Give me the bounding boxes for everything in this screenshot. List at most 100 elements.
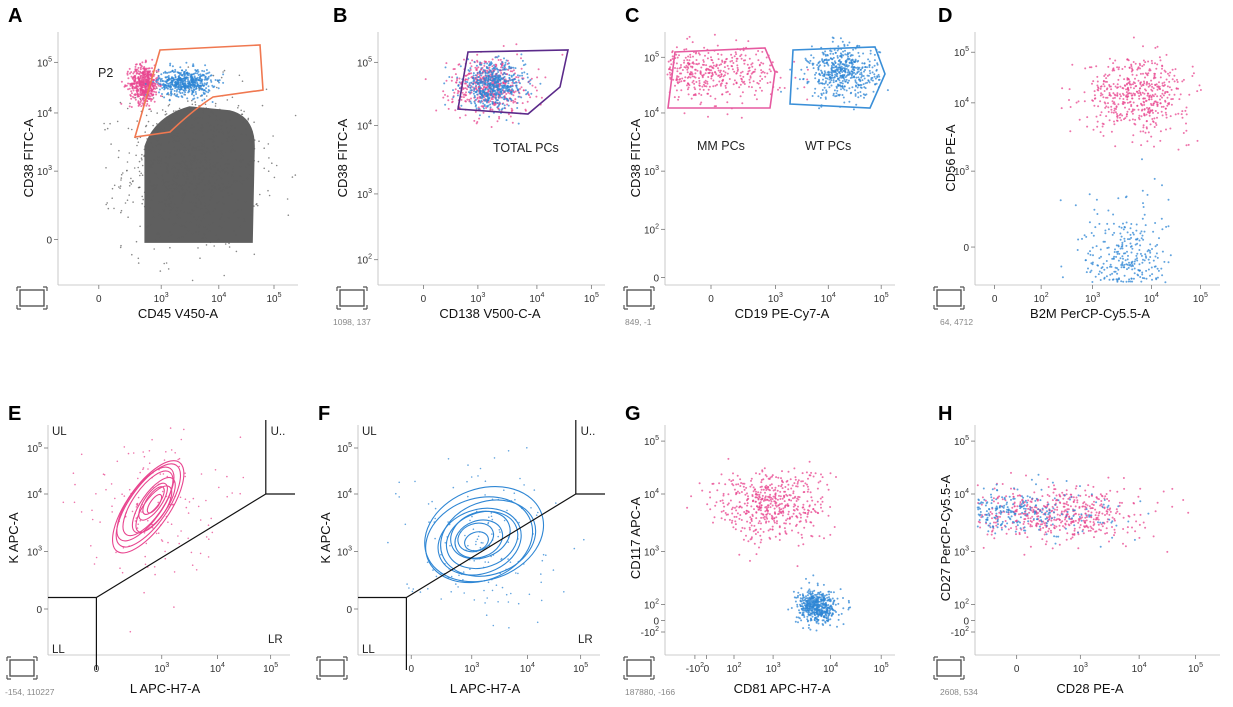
gate-p2[interactable] bbox=[133, 44, 264, 138]
event-dot bbox=[224, 171, 227, 173]
event-dot bbox=[184, 498, 187, 501]
y-tick-label: 0 bbox=[46, 235, 52, 246]
event-dot bbox=[192, 63, 195, 66]
event-dot bbox=[199, 172, 202, 175]
event-dot bbox=[72, 472, 75, 475]
event-dot bbox=[134, 512, 136, 515]
event-dot bbox=[483, 77, 486, 80]
event-dot bbox=[836, 56, 839, 59]
event-dot bbox=[495, 72, 498, 75]
event-dot bbox=[226, 99, 229, 101]
event-dot bbox=[190, 74, 193, 77]
event-dot bbox=[146, 138, 148, 140]
event-dot bbox=[206, 72, 209, 75]
event-dot bbox=[132, 201, 134, 203]
event-dot bbox=[143, 148, 146, 151]
event-dot bbox=[141, 503, 143, 506]
event-dot bbox=[1103, 85, 1106, 88]
event-dot bbox=[521, 72, 524, 74]
event-dot bbox=[521, 59, 524, 62]
event-dot bbox=[227, 186, 229, 189]
event-dot bbox=[494, 81, 497, 84]
plot-frame-icon[interactable] bbox=[6, 656, 38, 680]
event-dot bbox=[695, 81, 698, 83]
event-dot bbox=[211, 176, 214, 178]
event-dot bbox=[202, 207, 205, 210]
event-dot bbox=[144, 87, 147, 90]
event-dot bbox=[1159, 130, 1162, 133]
event-dot bbox=[837, 93, 840, 96]
plot-frame-icon[interactable] bbox=[623, 286, 655, 310]
event-dot bbox=[137, 66, 140, 69]
event-dot bbox=[249, 160, 252, 162]
event-dot bbox=[167, 75, 170, 77]
event-dot bbox=[198, 216, 200, 219]
event-dot bbox=[1168, 80, 1171, 83]
event-dot bbox=[153, 90, 156, 93]
event-dot bbox=[149, 95, 152, 98]
event-dot bbox=[143, 205, 146, 208]
y-tick-label: 102 bbox=[357, 254, 372, 267]
event-dot bbox=[272, 135, 274, 137]
event-dot bbox=[1149, 243, 1152, 246]
event-dot bbox=[497, 96, 500, 99]
event-dot bbox=[681, 69, 684, 71]
event-dot bbox=[834, 51, 837, 54]
x-tick-label: 0 bbox=[96, 294, 102, 305]
event-dot bbox=[1129, 227, 1132, 230]
event-dot bbox=[1138, 249, 1141, 251]
event-dot bbox=[175, 81, 178, 84]
event-dot bbox=[220, 216, 222, 218]
event-dot bbox=[193, 194, 195, 196]
event-dot bbox=[241, 183, 243, 186]
event-dot bbox=[205, 69, 208, 71]
plot-frame-icon[interactable] bbox=[336, 286, 368, 310]
event-dot bbox=[823, 82, 826, 85]
event-dot bbox=[147, 120, 150, 123]
event-dot bbox=[1076, 249, 1079, 251]
event-dot bbox=[135, 63, 138, 66]
plot-frame-icon[interactable] bbox=[16, 286, 48, 310]
event-dot bbox=[1170, 103, 1173, 106]
event-dot bbox=[726, 113, 729, 116]
event-dot bbox=[751, 71, 754, 74]
event-dot bbox=[131, 95, 134, 98]
event-dot bbox=[195, 116, 198, 118]
event-dot bbox=[141, 511, 143, 513]
event-dot bbox=[217, 146, 219, 148]
event-dot bbox=[857, 96, 860, 99]
event-dot bbox=[506, 85, 509, 88]
event-dot bbox=[166, 172, 169, 174]
gate-mm-pcs[interactable] bbox=[667, 47, 776, 109]
event-dot bbox=[1181, 116, 1184, 119]
plot-frame-icon[interactable] bbox=[933, 286, 965, 310]
event-dot bbox=[198, 149, 200, 151]
event-dot bbox=[179, 224, 182, 227]
x-tick-label: 104 bbox=[1144, 292, 1159, 305]
event-dot bbox=[1109, 265, 1111, 268]
event-dot bbox=[856, 86, 859, 89]
event-dot bbox=[674, 67, 676, 69]
event-dot bbox=[197, 74, 200, 76]
event-dot bbox=[1087, 252, 1090, 255]
event-dot bbox=[213, 130, 215, 132]
event-dot bbox=[192, 210, 195, 212]
event-dot bbox=[158, 468, 160, 471]
event-dot bbox=[164, 180, 167, 183]
event-dot bbox=[152, 85, 155, 88]
event-dot bbox=[1136, 104, 1139, 107]
event-dot bbox=[483, 79, 486, 81]
event-dot bbox=[196, 223, 198, 226]
event-dot bbox=[1154, 265, 1157, 268]
event-dot bbox=[137, 496, 140, 499]
event-dot bbox=[1164, 91, 1167, 93]
event-dot bbox=[118, 149, 120, 152]
event-dot bbox=[1127, 254, 1129, 257]
event-dot bbox=[752, 80, 755, 83]
event-dot bbox=[862, 83, 865, 86]
event-dot bbox=[1112, 222, 1115, 225]
event-dot bbox=[156, 183, 159, 186]
event-dot bbox=[478, 70, 481, 73]
event-dot bbox=[835, 86, 838, 89]
event-dot bbox=[176, 132, 179, 134]
